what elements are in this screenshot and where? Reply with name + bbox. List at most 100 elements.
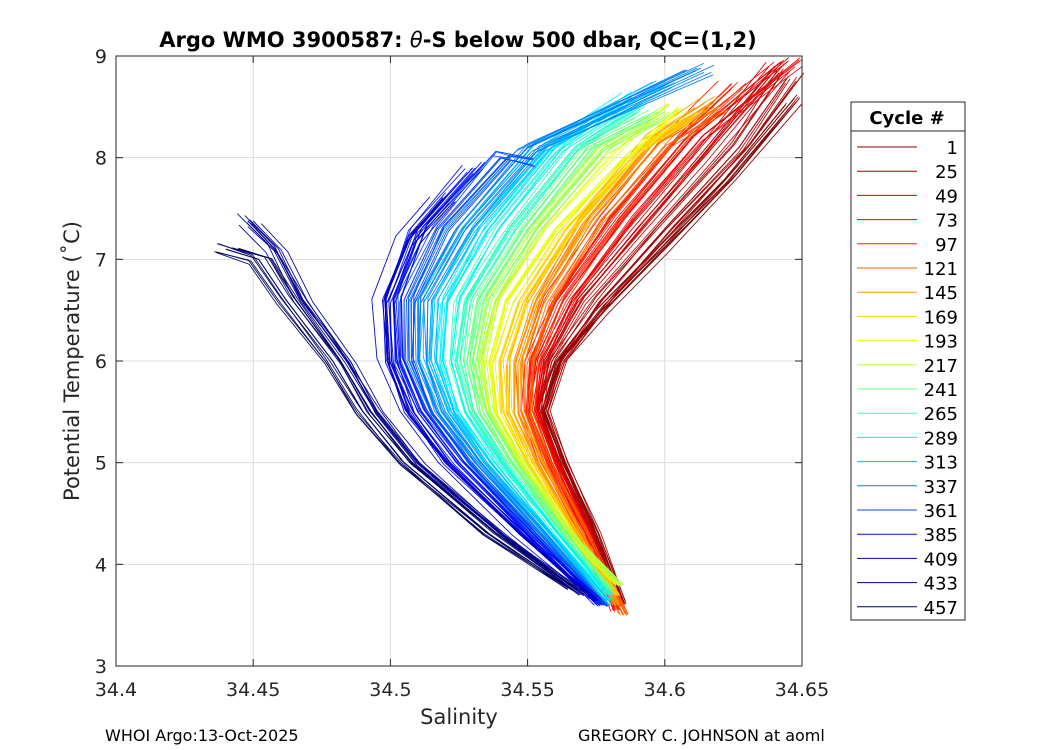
profile-line — [411, 159, 609, 607]
legend-label: 361 — [924, 501, 958, 522]
profile-line — [462, 105, 646, 597]
legend-item: 145 — [857, 283, 958, 304]
legend-item: 385 — [857, 525, 958, 546]
profile-line — [371, 196, 591, 600]
profile-line-mean — [247, 220, 583, 596]
profile-line-mean — [225, 248, 572, 591]
profile-line-mean — [441, 96, 633, 601]
legend-label: 337 — [924, 477, 958, 498]
profile-line — [401, 161, 604, 606]
legend-label: 49 — [935, 186, 958, 207]
profile-line — [475, 120, 661, 589]
legend-item: 289 — [857, 428, 958, 449]
profile-line — [216, 251, 568, 590]
axis-ticks: 34.4 34.45 34.5 34.55 34.6 34.65 3 4 5 6 7 8 9 — [95, 46, 829, 701]
legend-item: 97 — [857, 235, 958, 256]
series-25 — [536, 70, 805, 607]
profile-line — [519, 106, 720, 605]
legend-label: 25 — [935, 162, 958, 183]
y-tick-label: 7 — [95, 249, 107, 271]
profile-line — [393, 172, 599, 607]
x-tick-label: 34.45 — [226, 679, 280, 701]
legend-item: 25 — [857, 162, 958, 183]
chart-title: Argo WMO 3900587: θ-S below 500 dbar, QC… — [159, 28, 756, 52]
legend-label: 73 — [935, 211, 958, 232]
legend-item: 433 — [857, 574, 958, 595]
legend-label: 289 — [924, 428, 958, 449]
y-tick-label: 4 — [95, 554, 107, 576]
profile-line — [463, 116, 644, 590]
y-tick-label: 6 — [95, 351, 107, 373]
profile-line — [392, 201, 602, 600]
legend-item: 193 — [857, 332, 958, 353]
legend-label: 313 — [924, 453, 958, 474]
legend-label: 193 — [924, 332, 958, 353]
profile-line — [252, 220, 587, 595]
legend-label: 409 — [924, 549, 958, 570]
profile-line — [531, 99, 729, 615]
legend-item: 313 — [857, 453, 958, 474]
y-axis-label: Potential Temperature (˚C) — [60, 221, 84, 501]
x-tick-label: 34.65 — [775, 679, 829, 701]
legend-item: 337 — [857, 477, 958, 498]
legend-label: 1 — [947, 138, 958, 159]
profile-line — [513, 108, 710, 607]
legend-entries: 1 25 49 73 97 121 145 169 193 217 241 265 289 313 337 3… — [857, 138, 958, 619]
x-tick-label: 34.4 — [95, 679, 137, 701]
profile-line — [450, 100, 642, 600]
profile-line — [535, 57, 801, 610]
profile-line — [529, 109, 728, 615]
profile-line — [538, 65, 803, 611]
profile-line — [453, 100, 636, 595]
profile-line-mean — [529, 60, 789, 611]
profile-line — [517, 106, 711, 606]
y-tick-label: 9 — [95, 46, 107, 68]
legend-item: 169 — [857, 307, 958, 328]
legend-item: 265 — [857, 404, 958, 425]
legend-item: 1 — [857, 138, 958, 159]
legend-label: 241 — [924, 380, 958, 401]
series-layer — [213, 57, 805, 616]
profile-line — [412, 159, 608, 607]
profile-line — [426, 74, 714, 606]
legend-item: 73 — [857, 211, 958, 232]
footer-left: WHOI Argo:13-Oct-2025 — [105, 726, 299, 745]
profile-line — [539, 68, 784, 609]
y-tick-label: 3 — [95, 656, 107, 678]
profile-line — [450, 100, 627, 596]
x-axis-label: Salinity — [420, 705, 498, 729]
profile-line — [216, 243, 571, 590]
legend-title: Cycle # — [869, 108, 944, 129]
legend-item: 457 — [857, 598, 958, 619]
profile-line — [526, 111, 721, 615]
profile-line — [260, 223, 589, 595]
profile-line — [529, 111, 728, 615]
profile-line — [384, 194, 600, 601]
profile-line — [213, 251, 571, 590]
legend-box — [850, 101, 966, 621]
series-457 — [213, 243, 578, 592]
profile-line — [423, 71, 712, 607]
profile-line — [509, 112, 698, 597]
y-tick-label: 5 — [95, 453, 107, 475]
legend-item: 409 — [857, 549, 958, 570]
x-tick-label: 34.6 — [644, 679, 686, 701]
profile-line — [494, 110, 689, 587]
profile-line — [472, 111, 659, 592]
profile-line — [231, 247, 574, 592]
legend-item: 121 — [857, 259, 958, 280]
profile-line — [549, 72, 805, 605]
profile-line — [388, 171, 597, 605]
profile-line — [472, 110, 657, 585]
legend-item: 49 — [857, 186, 958, 207]
profile-line — [506, 114, 702, 595]
profile-line — [490, 108, 682, 586]
footer-right: GREGORY C. JOHNSON at aoml — [578, 726, 825, 745]
legend-label: 217 — [924, 356, 958, 377]
legend-label: 121 — [924, 259, 958, 280]
profile-line — [407, 155, 606, 605]
legend-label: 457 — [924, 598, 958, 619]
legend-item: 217 — [857, 356, 958, 377]
profile-line — [450, 92, 645, 599]
profile-line-mean — [428, 86, 666, 606]
